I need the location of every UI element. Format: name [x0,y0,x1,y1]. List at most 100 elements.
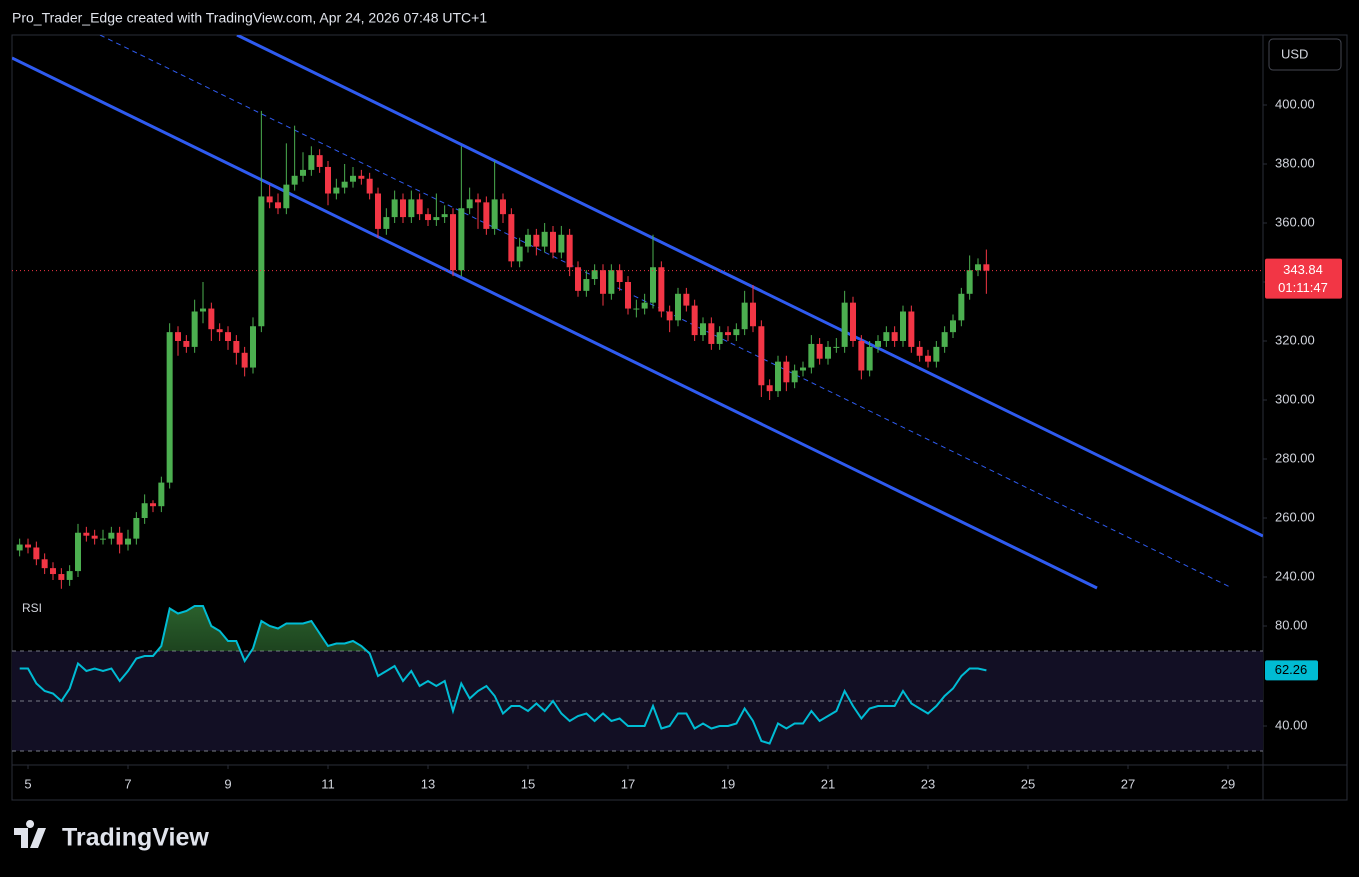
x-tick-label: 17 [621,776,635,791]
candle-body [816,343,823,359]
channel-upper [236,35,1263,538]
y-tick-label: 320.00 [1275,332,1315,347]
candle-body [66,571,73,580]
x-tick-label: 29 [1221,776,1235,791]
candle-body [508,214,515,262]
candle-body [275,202,281,209]
candle-body [966,270,973,294]
x-tick-label: 15 [521,776,535,791]
candle-body [325,166,331,194]
candles [12,110,1263,589]
candle-body [666,311,673,321]
candle-body [700,323,706,336]
candle-body [566,234,573,268]
candle-body [975,264,981,271]
candle-body [641,302,648,309]
candle-body [133,517,140,539]
candle-body [983,264,990,271]
currency-label: USD [1281,46,1308,61]
candle-body [825,346,831,359]
candle-body [433,217,440,221]
candle-body [933,346,940,362]
candle-body [575,267,581,291]
candle-body [541,231,548,247]
candle-body [416,199,423,215]
candle-body [266,196,273,203]
candle-body [916,346,923,356]
candle-body [383,217,390,229]
candle-body [533,234,540,247]
candle-body [483,202,490,229]
candle-body [191,311,198,347]
candle-body [800,367,806,371]
rsi-title: RSI [22,601,42,615]
candle-body [500,199,506,215]
y-tick-label: 280.00 [1275,450,1315,465]
candle-body [650,267,656,303]
candle-body [216,329,223,333]
candle-body [83,532,90,536]
candle-body [108,532,115,539]
brand: TradingView [62,824,209,852]
candle-body [808,343,815,368]
rsi-overbought-fill [19,606,987,651]
logo: TradingView [14,820,209,852]
candle-body [450,214,456,271]
candle-body [333,187,340,194]
rsi-last-label: 62.26 [1275,662,1308,677]
y-tick-label: 360.00 [1275,214,1315,229]
y-tick-label: 380.00 [1275,155,1315,170]
candle-body [158,482,165,507]
candle-body [866,346,873,371]
candle-body [958,293,965,321]
candle-body [316,155,323,167]
candle-body [625,281,631,309]
candle-body [375,193,381,229]
x-tick-label: 27 [1121,776,1135,791]
candle-body [175,332,181,341]
y-tick-label: 40.00 [1275,717,1308,732]
candle-body [250,326,256,368]
candle-body [758,326,765,386]
candle-body [341,181,348,188]
candle-body [25,544,31,548]
channel-mid [99,35,1231,588]
candle-body [350,175,356,182]
candle-body [258,196,265,327]
currency-button[interactable] [1268,38,1342,71]
candle-body [950,320,956,333]
candle-body [858,340,865,371]
candle-body [941,332,948,347]
y-tick-label: 80.00 [1275,617,1308,632]
axes: 5 7 9 11 13 15 17 19 21 23 25 27 29 240.00 260.00 280.0… [22,96,1342,791]
candle-body [125,538,131,545]
candle-body [616,270,623,282]
candle-body [41,559,48,569]
candle-body [33,547,40,560]
candle-body [591,270,598,280]
y-tick-label: 400.00 [1275,96,1315,111]
logo-icon [14,820,46,848]
rsi-badge [1265,660,1318,681]
candle-body [516,246,523,262]
x-tick-label: 25 [1021,776,1035,791]
candle-body [233,340,240,353]
candle-body [833,346,840,348]
rsi-line [19,605,987,745]
candle-body [241,352,248,368]
x-tick-label: 23 [921,776,935,791]
candle-body [608,270,615,294]
candle-body [491,199,498,229]
candle-body [475,199,481,203]
candle-body [658,267,665,312]
candle-body [283,184,290,209]
candle-body [308,155,315,170]
candle-body [141,503,148,518]
candle-body [183,340,190,347]
candle-body [750,302,756,327]
channel-lower [12,56,1098,590]
candle-body [783,361,790,383]
candle-body [466,199,473,209]
candle-body [733,329,740,336]
x-tick-label: 5 [24,776,31,791]
